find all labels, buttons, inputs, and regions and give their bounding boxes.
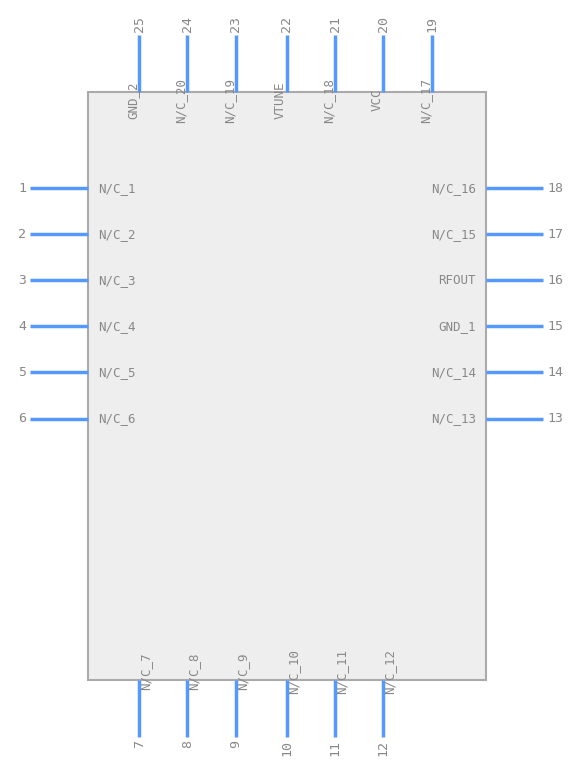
Text: 24: 24 <box>181 15 194 31</box>
Text: 7: 7 <box>133 740 145 748</box>
Text: 1: 1 <box>18 182 27 194</box>
Text: N/C_20: N/C_20 <box>174 78 187 123</box>
Text: 13: 13 <box>547 412 563 425</box>
Text: VTUNE: VTUNE <box>274 81 287 119</box>
Text: 2: 2 <box>18 228 27 240</box>
Text: N/C_4: N/C_4 <box>98 320 136 333</box>
Text: N/C_17: N/C_17 <box>419 78 432 123</box>
Text: 3: 3 <box>18 274 27 286</box>
Text: N/C_6: N/C_6 <box>98 412 136 425</box>
Text: 14: 14 <box>547 366 563 379</box>
Text: GND_2: GND_2 <box>126 81 139 119</box>
Text: 18: 18 <box>547 182 563 194</box>
Text: N/C_15: N/C_15 <box>431 228 475 240</box>
Text: 9: 9 <box>229 740 242 748</box>
Bar <box>88 92 486 680</box>
Text: 21: 21 <box>329 15 341 31</box>
Text: VCC: VCC <box>370 89 383 111</box>
Text: N/C_9: N/C_9 <box>236 653 249 690</box>
Text: N/C_5: N/C_5 <box>98 366 136 379</box>
Text: 6: 6 <box>18 412 27 425</box>
Text: 19: 19 <box>425 15 438 31</box>
Text: 10: 10 <box>281 740 293 756</box>
Text: N/C_3: N/C_3 <box>98 274 136 286</box>
Text: 17: 17 <box>547 228 563 240</box>
Text: N/C_16: N/C_16 <box>431 182 475 194</box>
Text: 25: 25 <box>133 15 145 31</box>
Text: N/C_18: N/C_18 <box>322 78 335 123</box>
Text: 16: 16 <box>547 274 563 286</box>
Text: N/C_11: N/C_11 <box>335 649 348 694</box>
Text: 23: 23 <box>229 15 242 31</box>
Text: N/C_19: N/C_19 <box>223 78 236 123</box>
Text: 11: 11 <box>329 740 341 756</box>
Text: N/C_10: N/C_10 <box>287 649 300 694</box>
Text: 8: 8 <box>181 740 194 748</box>
Text: RFOUT: RFOUT <box>438 274 475 286</box>
Text: N/C_14: N/C_14 <box>431 366 475 379</box>
Text: N/C_1: N/C_1 <box>98 182 136 194</box>
Text: N/C_2: N/C_2 <box>98 228 136 240</box>
Text: 5: 5 <box>18 366 27 379</box>
Text: N/C_12: N/C_12 <box>383 649 396 694</box>
Text: 4: 4 <box>18 320 27 333</box>
Text: 12: 12 <box>377 740 390 756</box>
Text: N/C_8: N/C_8 <box>187 653 201 690</box>
Text: 22: 22 <box>281 15 293 31</box>
Text: 20: 20 <box>377 15 390 31</box>
Text: 15: 15 <box>547 320 563 333</box>
Text: GND_1: GND_1 <box>438 320 475 333</box>
Text: N/C_13: N/C_13 <box>431 412 475 425</box>
Text: N/C_7: N/C_7 <box>139 653 152 690</box>
